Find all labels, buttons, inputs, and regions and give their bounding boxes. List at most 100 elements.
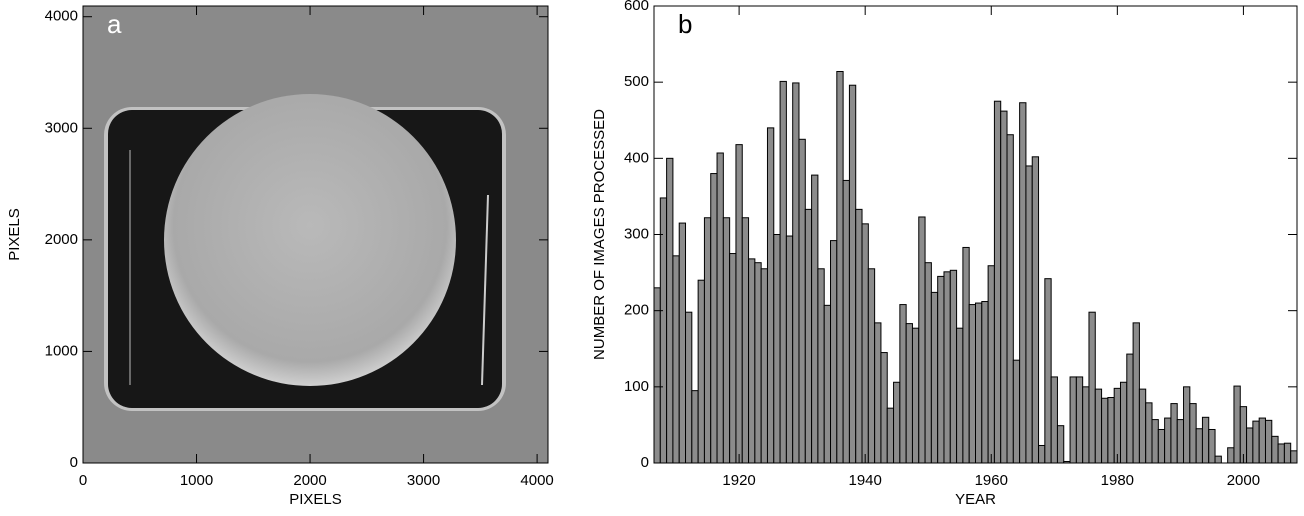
bar xyxy=(754,262,762,464)
bar xyxy=(817,268,825,464)
x-tick-label: 2000 xyxy=(293,472,326,489)
bar xyxy=(1183,386,1191,464)
bar xyxy=(943,271,951,464)
y-tick-label: 0 xyxy=(641,454,649,471)
bar xyxy=(792,82,800,464)
bar xyxy=(1233,385,1241,464)
bar xyxy=(748,258,756,464)
bar xyxy=(710,173,718,464)
bar xyxy=(893,381,901,464)
bar xyxy=(1126,353,1134,464)
bar xyxy=(779,80,787,464)
bar xyxy=(1019,102,1027,464)
bar xyxy=(1176,419,1185,464)
bar xyxy=(924,262,932,464)
bar xyxy=(735,144,743,464)
bar xyxy=(830,240,838,464)
bar xyxy=(987,265,995,464)
bar xyxy=(1082,386,1090,464)
bar xyxy=(1157,428,1166,464)
bar xyxy=(678,222,687,464)
bar xyxy=(886,407,895,464)
bar xyxy=(760,268,768,464)
bar xyxy=(653,287,661,464)
y-tick-label: 0 xyxy=(70,454,78,471)
bar xyxy=(993,100,1002,464)
bar xyxy=(804,208,813,464)
bar xyxy=(981,301,989,464)
x-tick-label: 1960 xyxy=(975,472,1008,489)
bar xyxy=(811,174,819,464)
y-tick-label: 600 xyxy=(624,0,649,14)
bar xyxy=(1277,443,1285,464)
bar xyxy=(1227,447,1235,464)
bar xyxy=(1258,417,1266,464)
bar xyxy=(1195,428,1203,464)
y-tick-label: 500 xyxy=(624,73,649,90)
y-tick-label: 4000 xyxy=(45,8,78,25)
bar xyxy=(823,304,832,464)
bar xyxy=(691,390,699,464)
panel-letter: b xyxy=(678,9,692,39)
x-axis-label: PIXELS xyxy=(289,491,342,508)
bar xyxy=(905,323,913,464)
bar xyxy=(899,304,907,464)
bar xyxy=(1164,417,1172,464)
y-tick-label: 100 xyxy=(624,378,649,395)
bar xyxy=(1290,450,1298,464)
bar xyxy=(1151,419,1159,464)
bar xyxy=(848,84,857,464)
bar xyxy=(937,275,945,464)
bar xyxy=(1031,156,1040,464)
bar xyxy=(918,216,926,464)
bar xyxy=(798,138,806,464)
bar xyxy=(1246,427,1254,464)
bar xyxy=(855,208,863,464)
bar xyxy=(1000,110,1008,464)
bar xyxy=(1113,387,1121,464)
bar xyxy=(1025,165,1033,464)
bar xyxy=(1012,359,1021,464)
x-tick-label: 0 xyxy=(79,472,87,489)
x-tick-label: 4000 xyxy=(520,472,553,489)
bar xyxy=(874,322,882,464)
bar xyxy=(1138,388,1147,464)
bar xyxy=(836,71,844,464)
bar xyxy=(911,327,920,464)
bar xyxy=(666,157,674,464)
bar xyxy=(785,235,794,464)
bar xyxy=(741,217,750,464)
bar xyxy=(867,268,876,464)
bar xyxy=(861,223,869,464)
plot-frame xyxy=(82,5,549,464)
bar xyxy=(1038,444,1046,464)
bar xyxy=(1050,376,1058,464)
bar xyxy=(1107,396,1115,464)
bar xyxy=(1056,425,1065,464)
panel-letter: a xyxy=(107,9,122,39)
bar xyxy=(729,253,737,464)
plate-image xyxy=(83,6,548,463)
bar xyxy=(766,127,775,464)
bar xyxy=(949,269,958,464)
bar xyxy=(930,291,939,464)
bar xyxy=(1075,376,1084,464)
bar xyxy=(1145,402,1153,464)
bar xyxy=(1271,435,1279,464)
y-tick-label: 3000 xyxy=(45,119,78,136)
bar xyxy=(672,255,680,464)
bar xyxy=(697,279,705,464)
y-tick-label: 300 xyxy=(624,225,649,242)
bar xyxy=(962,246,970,464)
bar xyxy=(1094,388,1103,464)
bar xyxy=(1201,416,1210,464)
y-axis-label: PIXELS xyxy=(6,208,23,261)
bar xyxy=(1189,403,1197,464)
bar xyxy=(1132,322,1140,464)
x-tick-label: 1000 xyxy=(180,472,213,489)
y-tick-label: 2000 xyxy=(45,231,78,248)
bar xyxy=(1119,381,1128,464)
bar xyxy=(773,234,781,464)
bar xyxy=(1208,428,1216,464)
